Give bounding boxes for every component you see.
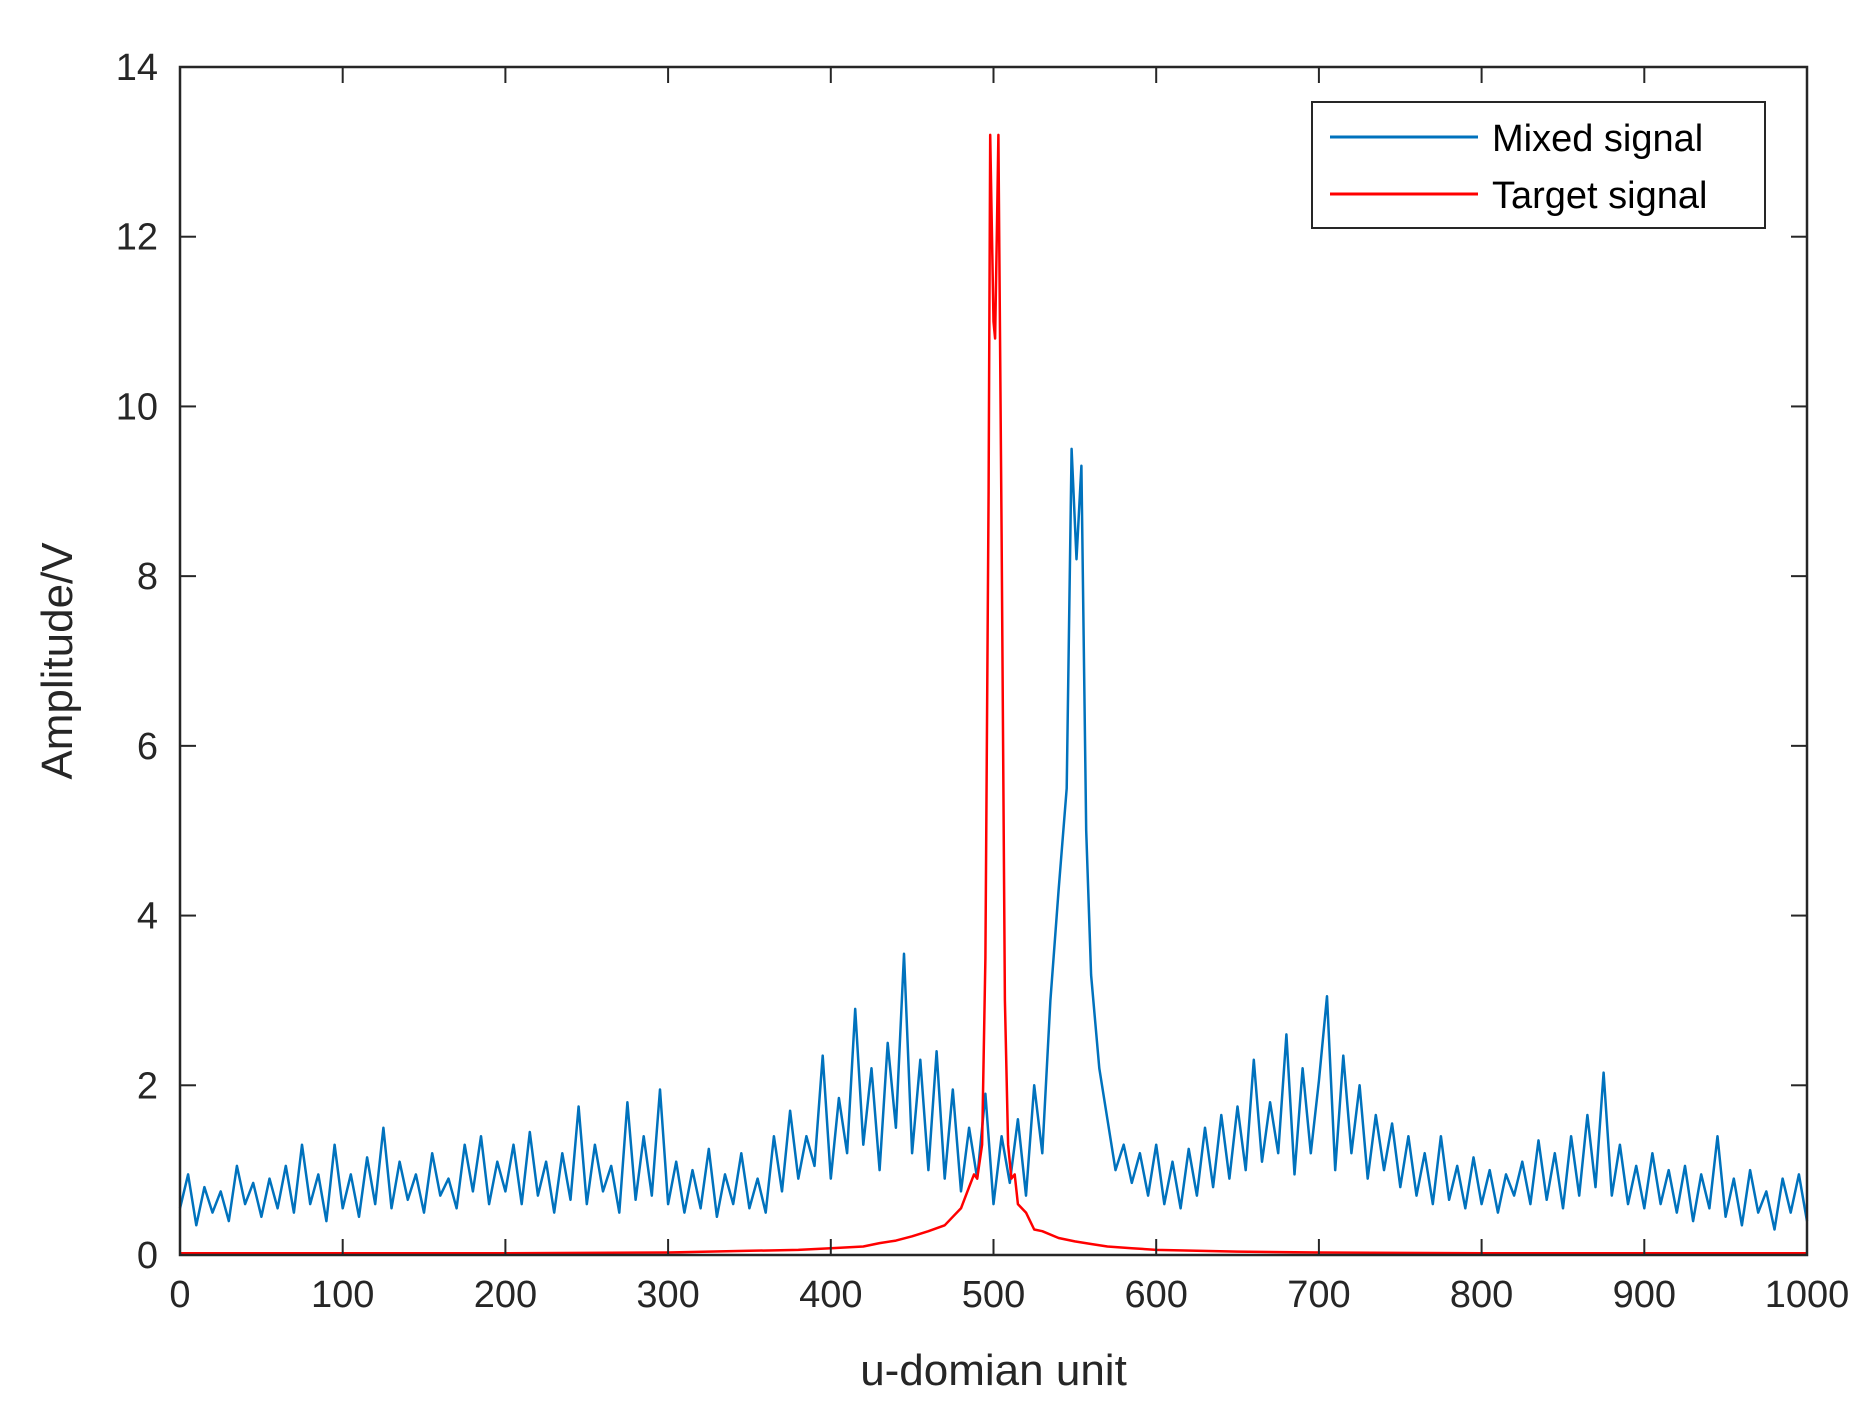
x-tick-label: 300: [636, 1274, 699, 1316]
legend-box: [1311, 101, 1766, 229]
x-tick-label: 200: [474, 1274, 537, 1316]
x-tick-label: 900: [1613, 1274, 1676, 1316]
x-tick-label: 800: [1450, 1274, 1513, 1316]
y-tick-label: 12: [116, 217, 158, 259]
plot-area: [180, 67, 1807, 1255]
series-mixed-signal: [178, 447, 1809, 1231]
y-tick-label: 4: [137, 896, 158, 938]
y-axis: 0 2 4 6 8 10 12 14: [116, 47, 1807, 1277]
x-tick-label: 600: [1124, 1274, 1187, 1316]
x-axis: 0 100 200 300 400 500 600 700 800 900 1000: [169, 67, 1849, 1316]
x-tick-label: 500: [962, 1274, 1025, 1316]
series-target-signal: [180, 133, 1807, 1255]
y-tick-label: 6: [137, 726, 158, 768]
y-tick-label: 14: [116, 47, 158, 89]
x-tick-label: 700: [1287, 1274, 1350, 1316]
legend-label-mixed-signal: Mixed signal: [1492, 118, 1703, 160]
legend-label-target-signal: Target signal: [1492, 175, 1707, 217]
x-tick-label: 1000: [1765, 1274, 1850, 1316]
x-tick-label: 400: [799, 1274, 862, 1316]
y-tick-label: 2: [137, 1065, 158, 1107]
x-axis-label: u-domian unit: [860, 1346, 1127, 1395]
y-tick-label: 10: [116, 386, 158, 428]
legend: Mixed signal Target signal: [1311, 101, 1766, 229]
x-tick-label: 100: [311, 1274, 374, 1316]
y-tick-label: 8: [137, 556, 158, 598]
y-axis-label: Amplitude/V: [33, 542, 82, 780]
series-layer: [178, 133, 1809, 1255]
y-tick-label: 0: [137, 1235, 158, 1277]
x-tick-label: 0: [169, 1274, 190, 1316]
